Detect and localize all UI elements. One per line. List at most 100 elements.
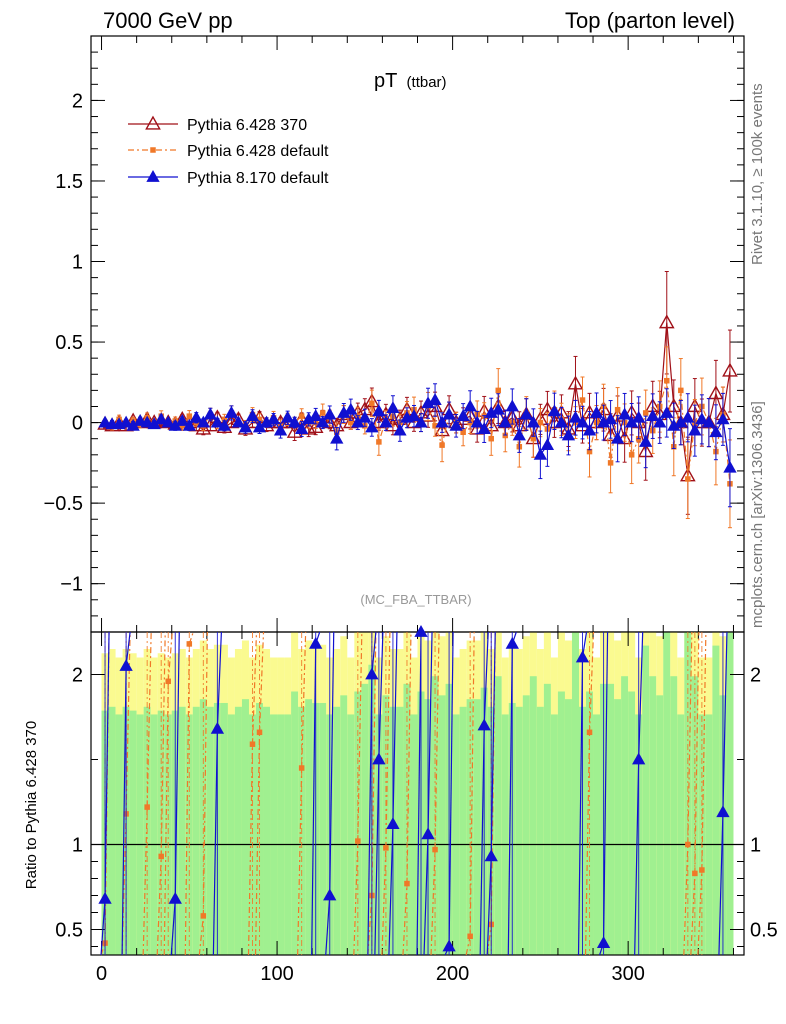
ratio-series-point	[365, 667, 379, 680]
main-series-point	[533, 447, 548, 460]
ratio-line	[167, 631, 173, 682]
ratio-ylabel: Ratio to Pythia 6.428 370	[23, 721, 40, 889]
main-series-point	[330, 431, 344, 444]
ratio-series-point	[372, 752, 386, 765]
main-ytick-label: 1.5	[55, 171, 83, 193]
main-ytick-label: −0.5	[44, 493, 83, 515]
main-series-point	[358, 410, 372, 423]
ratio-band-inner	[248, 714, 257, 955]
main-panel: 2 1.5 1 0.5 0 −0.5 −1	[44, 35, 745, 633]
main-series-point	[376, 439, 382, 445]
main-series-point	[147, 417, 161, 430]
main-series-point	[495, 387, 501, 394]
ratio-band-inner	[305, 699, 313, 955]
main-series-point	[526, 415, 541, 428]
main-series-point	[695, 412, 709, 425]
ratio-line	[146, 631, 152, 808]
main-series-point	[491, 402, 505, 415]
ratio-line	[216, 631, 222, 729]
main-series-point	[658, 314, 675, 329]
ratio-band-inner	[452, 714, 460, 955]
main-series-point	[484, 405, 498, 418]
ratio-series-point	[692, 870, 698, 877]
ratio-line	[385, 631, 391, 848]
ratio-line	[427, 631, 433, 835]
main-series-point	[386, 401, 400, 413]
ratio-band-inner	[593, 714, 601, 955]
legend-label: Pythia 6.428 370	[187, 117, 307, 134]
main-series-2	[98, 383, 737, 508]
ratio-band-inner	[621, 676, 629, 955]
ratio-band-inner	[607, 683, 615, 955]
ratio-line	[367, 674, 373, 956]
main-series-point	[540, 438, 555, 451]
ratio-band-inner	[410, 714, 418, 955]
main-series-point	[617, 407, 632, 420]
ratio-line	[374, 759, 380, 956]
ratio-band-inner	[284, 714, 292, 955]
ratio-line	[577, 657, 584, 956]
rivet-label: Rivet 3.1.10, ≥ 100k events	[749, 83, 766, 265]
main-series-point	[280, 410, 295, 423]
ratio-band-inner	[277, 714, 285, 955]
ratio-line	[381, 847, 387, 956]
legend-marker	[146, 170, 160, 182]
main-series-point	[259, 415, 274, 428]
ratio-band-inner	[178, 706, 186, 955]
ratio-line	[483, 631, 489, 726]
ratio-band-inner	[361, 683, 369, 955]
main-series-point	[421, 396, 435, 409]
legend-marker	[145, 115, 161, 130]
ratio-series-point	[210, 721, 225, 734]
ratio-ytick-label-right: 1	[750, 835, 761, 857]
ratio-band-inner	[459, 706, 467, 955]
ratio-line	[490, 631, 496, 857]
ratio-series-point	[98, 891, 112, 904]
main-series-point	[369, 400, 375, 407]
header-right: Top (parton level)	[565, 8, 735, 33]
main-series-point	[287, 415, 302, 428]
ratio-xtick-label: 100	[260, 963, 293, 985]
ratio-band-inner	[164, 714, 172, 955]
main-series-point	[681, 410, 695, 423]
ratio-band-inner	[614, 699, 622, 955]
main-series-point	[664, 377, 670, 384]
ratio-band-inner	[466, 699, 474, 955]
ratio-series-point	[158, 853, 164, 860]
main-series-point	[596, 415, 611, 428]
ratio-series-point	[249, 741, 256, 747]
main-series-point	[554, 415, 569, 428]
ratio-series-1	[98, 625, 730, 956]
ratio-band-inner	[347, 714, 355, 955]
main-series-point	[319, 410, 326, 416]
main-series-point	[463, 399, 477, 412]
ratio-series-point	[685, 841, 691, 848]
ratio-band-inner	[234, 706, 242, 955]
main-series-point	[372, 404, 386, 417]
ratio-line	[329, 631, 335, 896]
ratio-band-inner	[129, 710, 137, 955]
main-series-point	[189, 410, 203, 423]
ratio-band-inner	[263, 706, 271, 955]
ratio-band-inner	[670, 676, 678, 955]
ratio-series-point	[323, 888, 337, 901]
main-series-point	[607, 460, 614, 466]
ratio-line	[694, 631, 700, 874]
main-series-point	[231, 415, 246, 428]
ratio-line	[170, 898, 176, 956]
main-series-point	[456, 409, 470, 422]
main-series-point	[449, 418, 463, 431]
ratio-panel: 0 100 200 300 2 2 1 1 0.5 0.5	[55, 625, 778, 985]
main-series-point	[589, 405, 604, 418]
ratio-series-point	[596, 936, 611, 948]
main-series-point	[119, 415, 133, 428]
ratio-band-inner	[663, 632, 671, 955]
main-title-sub: (ttbar)	[407, 74, 447, 91]
header-left: 7000 GeV pp	[103, 8, 233, 33]
main-series-point	[432, 423, 438, 429]
ratio-line	[434, 631, 440, 850]
main-series-point	[477, 422, 491, 434]
ratio-band-inner	[677, 714, 685, 955]
ratio-line	[202, 631, 208, 916]
main-series-point	[603, 412, 618, 425]
